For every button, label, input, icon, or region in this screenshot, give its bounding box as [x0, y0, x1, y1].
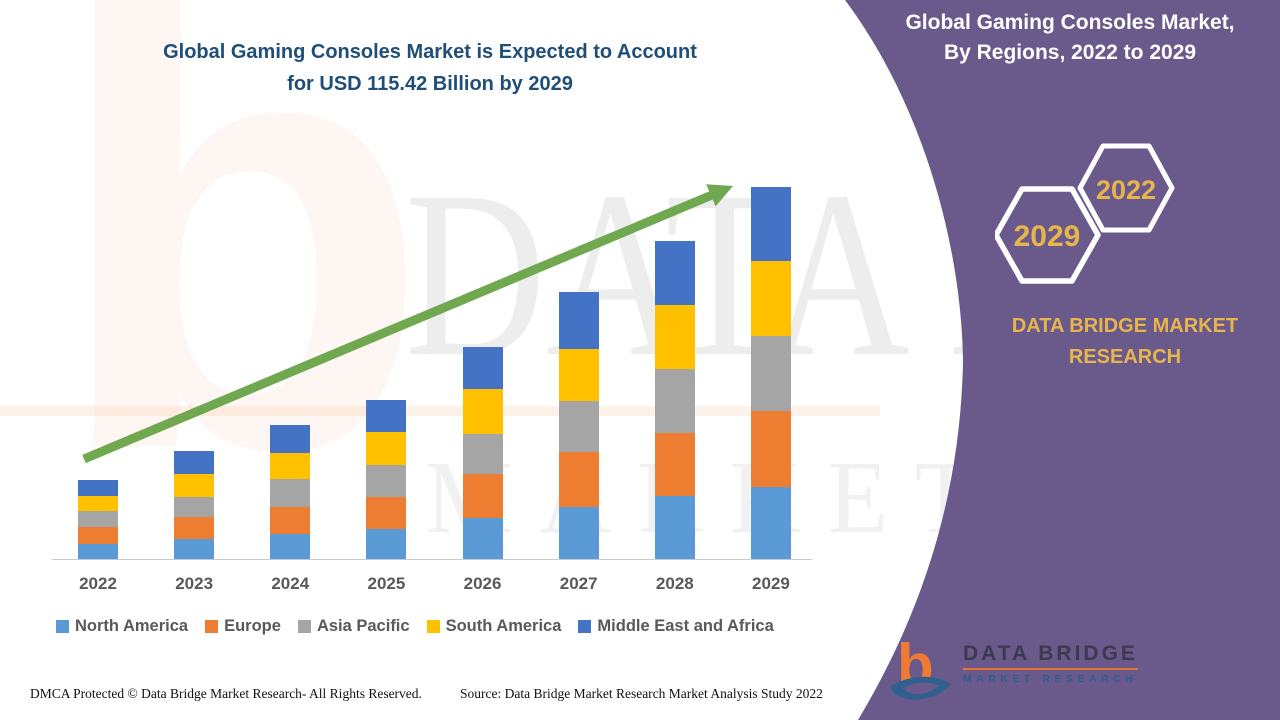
bar-segment-2029-south-america — [750, 261, 791, 337]
legend-label: Asia Pacific — [316, 617, 410, 635]
bar-segment-2026-north-america — [462, 518, 503, 559]
bar-segment-2027-north-america — [558, 506, 599, 559]
bar-segment-2025-north-america — [366, 528, 407, 559]
legend-swatch-icon — [56, 620, 69, 633]
legend-item-asia-pacific: Asia Pacific — [297, 617, 410, 636]
dmca-notice: DMCA Protected © Data Bridge Market Rese… — [30, 686, 422, 701]
bar-segment-2024-north-america — [270, 533, 311, 559]
bar-segment-2029-asia-pacific — [750, 336, 791, 411]
bar-segment-2027-south-america — [558, 348, 599, 402]
bar-segment-2028-middle-east-and-africa — [654, 240, 695, 305]
bar-segment-2023-asia-pacific — [174, 497, 215, 518]
legend-item-middle-east-and-africa: Middle East and Africa — [578, 617, 774, 636]
legend-item-south-america: South America — [426, 617, 562, 636]
x-axis-line — [52, 559, 812, 560]
legend-swatch-icon — [426, 620, 440, 633]
chart-title-line2: for USD 115.42 Billion by 2029 — [287, 73, 573, 95]
bar-segment-2026-europe — [462, 474, 503, 519]
panel-brand-name: DATA BRIDGE MARKET RESEARCH — [950, 311, 1280, 373]
bar-segment-2025-asia-pacific — [366, 465, 407, 498]
logo-b-icon: b — [891, 634, 951, 700]
bar-segment-2022-north-america — [78, 543, 118, 559]
legend-swatch-icon — [578, 620, 592, 633]
bar-segment-2024-south-america — [270, 452, 311, 480]
x-axis-label-2025: 2025 — [367, 574, 406, 593]
bar-segment-2025-europe — [366, 497, 407, 529]
chart-legend: North America Europe Asia Pacific South Ame… — [56, 617, 774, 636]
legend-label: South America — [445, 617, 562, 635]
bar-segment-2026-middle-east-and-africa — [462, 347, 503, 390]
x-axis-label-2022: 2022 — [79, 574, 117, 593]
bar-segment-2023-north-america — [174, 539, 215, 559]
bar-segment-2029-middle-east-and-africa — [750, 187, 791, 262]
x-axis-label-2026: 2026 — [463, 574, 502, 593]
panel-title-line1: Global Gaming Consoles Market, — [905, 11, 1235, 34]
bar-segment-2023-middle-east-and-africa — [174, 451, 215, 475]
x-axis-label-2029: 2029 — [752, 574, 790, 593]
legend-swatch-icon — [205, 620, 219, 633]
bar-segment-2024-europe — [270, 506, 311, 534]
bar-segment-2027-middle-east-and-africa — [558, 292, 599, 349]
bar-segment-2027-europe — [558, 452, 599, 507]
bar-segment-2023-europe — [174, 517, 215, 540]
legend-swatch-icon — [297, 620, 311, 633]
bar-segment-2024-middle-east-and-africa — [270, 425, 311, 453]
bar-segment-2027-asia-pacific — [558, 401, 599, 453]
logo-name: DATA BRIDGE — [963, 642, 1138, 670]
x-axis-label-2024: 2024 — [271, 574, 310, 593]
chart-area: 2022 2023 2024 2025 2026 2027 2028 2029 — [78, 187, 791, 593]
legend-label: Middle East and Africa — [597, 617, 774, 635]
bar-segment-2023-south-america — [174, 474, 215, 498]
bar-segment-2024-asia-pacific — [270, 479, 311, 507]
x-axis-label-2028: 2028 — [655, 574, 694, 593]
year-hexagons: 2022 2029 — [995, 143, 1175, 284]
legend-item-north-america: North America — [56, 617, 188, 636]
bar-segment-2028-south-america — [654, 304, 695, 369]
bar-segment-2028-europe — [654, 433, 695, 496]
panel-brand-line2: RESEARCH — [1068, 346, 1182, 368]
x-axis-label-2023: 2023 — [175, 574, 214, 593]
bar-segment-2026-asia-pacific — [462, 434, 503, 475]
hexagon-2022-label: 2022 — [1096, 175, 1156, 205]
bar-segment-2022-middle-east-and-africa — [78, 480, 118, 497]
bar-segment-2025-south-america — [366, 432, 407, 466]
company-logo: b DATA BRIDGE MARKET RESEARCH — [889, 634, 1138, 706]
chart-title-line1: Global Gaming Consoles Market is Expecte… — [163, 41, 697, 63]
bar-segment-2029-europe — [750, 410, 791, 488]
bar-segment-2022-south-america — [78, 496, 118, 512]
hexagon-2029-label: 2029 — [1014, 220, 1081, 253]
panel-title-line2: By Regions, 2022 to 2029 — [943, 41, 1197, 64]
legend-label: Europe — [224, 617, 281, 635]
bar-segment-2022-europe — [78, 527, 118, 544]
x-axis-label-2027: 2027 — [559, 574, 598, 593]
bar-segment-2028-north-america — [654, 495, 695, 559]
legend-item-europe: Europe — [205, 617, 281, 636]
bar-segment-2025-middle-east-and-africa — [366, 399, 407, 433]
bar-segment-2029-north-america — [750, 487, 791, 559]
chart-title: Global Gaming Consoles Market is Expecte… — [0, 36, 860, 100]
source-note: Source: Data Bridge Market Research Mark… — [460, 686, 823, 701]
bar-segment-2026-south-america — [462, 389, 503, 435]
bar-segment-2028-asia-pacific — [654, 368, 695, 434]
panel-title: Global Gaming Consoles Market, By Region… — [870, 8, 1270, 68]
panel-brand-line1: DATA BRIDGE MARKET — [1011, 315, 1239, 337]
legend-label: North America — [75, 617, 189, 635]
logo-subname: MARKET RESEARCH — [963, 673, 1138, 685]
bar-segment-2022-asia-pacific — [78, 511, 118, 528]
logo-text: DATA BRIDGE MARKET RESEARCH — [963, 634, 1138, 685]
